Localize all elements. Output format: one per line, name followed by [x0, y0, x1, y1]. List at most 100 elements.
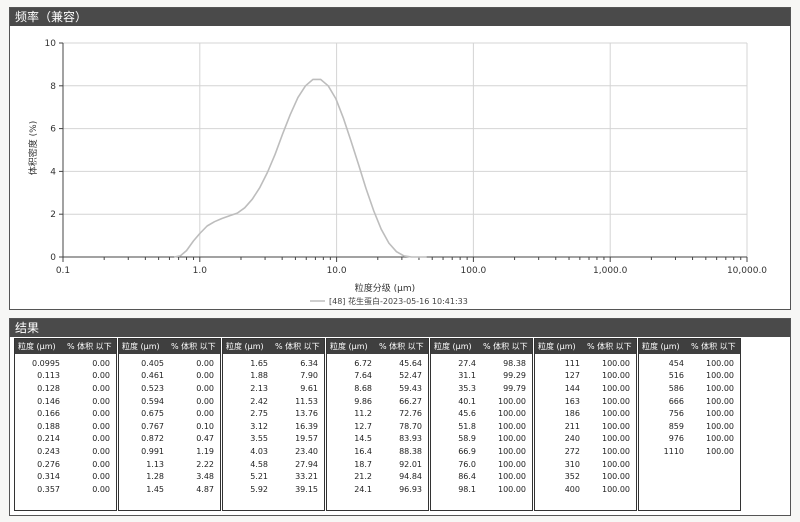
- table-row: 586 100.00: [639, 382, 740, 395]
- volume-below-value: 0.00: [196, 383, 214, 393]
- results-column: 粒度 (μm) % 体积 以下 454 100.00 516 100.00 586 100.0…: [638, 338, 741, 511]
- size-value: 0.166: [37, 409, 60, 419]
- table-row: 756 100.00: [639, 407, 740, 420]
- volume-below-header: % 体积 以下: [275, 342, 320, 351]
- size-value: 0.214: [37, 434, 60, 444]
- table-row: 0.991 1.19: [119, 445, 220, 458]
- table-row: 8.68 59.43: [327, 382, 428, 395]
- size-value: 7.64: [354, 371, 372, 381]
- size-value: 352: [564, 472, 580, 482]
- size-value: 0.872: [141, 434, 164, 444]
- size-value: 0.357: [37, 484, 60, 494]
- table-row: 2.13 9.61: [223, 382, 324, 395]
- volume-below-value: 0.00: [92, 484, 110, 494]
- volume-below-value: 100.00: [602, 371, 630, 381]
- volume-below-value: 78.70: [399, 421, 422, 431]
- table-row: 2.75 13.76: [223, 407, 324, 420]
- table-row: 0.314 0.00: [15, 470, 116, 483]
- size-value: 98.1: [458, 484, 476, 494]
- x-axis-title: 粒度分级 (μm): [355, 282, 415, 294]
- volume-below-value: 3.48: [196, 472, 214, 482]
- volume-below-value: 100.00: [498, 472, 526, 482]
- size-value: 24.1: [354, 484, 372, 494]
- size-value: 976: [668, 434, 684, 444]
- size-value: 35.3: [458, 383, 476, 393]
- size-value: 516: [668, 371, 684, 381]
- table-row: 1.45 4.87: [119, 483, 220, 496]
- table-row: 51.8 100.00: [431, 420, 532, 433]
- size-header: 粒度 (μm): [538, 342, 576, 351]
- volume-below-value: 0.00: [92, 421, 110, 431]
- table-row: 0.357 0.00: [15, 483, 116, 496]
- size-value: 859: [668, 421, 684, 431]
- table-row: 3.12 16.39: [223, 420, 324, 433]
- volume-below-value: 100.00: [602, 396, 630, 406]
- size-value: 240: [564, 434, 580, 444]
- volume-below-value: 0.00: [196, 396, 214, 406]
- size-value: 3.12: [250, 421, 268, 431]
- size-value: 12.7: [354, 421, 372, 431]
- results-column-header: 粒度 (μm) % 体积 以下: [535, 339, 636, 354]
- volume-below-value: 0.00: [196, 371, 214, 381]
- table-row: 0.128 0.00: [15, 382, 116, 395]
- results-column: 粒度 (μm) % 体积 以下 27.4 98.38 31.1 99.29 35.3 99.7…: [430, 338, 533, 511]
- table-row: 163 100.00: [535, 395, 636, 408]
- x-tick-label: 0.1: [56, 266, 70, 276]
- table-row: 0.675 0.00: [119, 407, 220, 420]
- y-tick-label: 6: [50, 125, 56, 135]
- table-row: 0.405 0.00: [119, 357, 220, 370]
- size-value: 0.594: [141, 396, 164, 406]
- table-row: 21.2 94.84: [327, 470, 428, 483]
- volume-below-value: 45.64: [399, 358, 422, 368]
- size-value: 6.72: [354, 358, 372, 368]
- table-row: 186 100.00: [535, 407, 636, 420]
- size-value: 5.21: [250, 472, 268, 482]
- table-row: 1110 100.00: [639, 445, 740, 458]
- size-value: 2.13: [250, 383, 268, 393]
- size-value: 111: [564, 358, 580, 368]
- results-column: 粒度 (μm)% 体积 以下 1.65 6.34 1.88 7.90 2.13 9.61 2.…: [222, 338, 325, 511]
- volume-below-value: 88.38: [399, 446, 422, 456]
- size-value: 66.9: [458, 446, 476, 456]
- volume-below-value: 100.00: [498, 421, 526, 431]
- table-row: 0.461 0.00: [119, 370, 220, 383]
- table-row: 1.13 2.22: [119, 458, 220, 471]
- volume-below-value: 94.84: [399, 472, 422, 482]
- volume-below-value: 100.00: [706, 409, 734, 419]
- volume-below-value: 100.00: [602, 383, 630, 393]
- size-header: 粒度 (μm): [226, 342, 264, 351]
- table-row: 454 100.00: [639, 357, 740, 370]
- volume-below-value: 100.00: [602, 421, 630, 431]
- volume-below-value: 52.47: [399, 371, 422, 381]
- table-row: 1.28 3.48: [119, 470, 220, 483]
- volume-below-value: 99.79: [503, 383, 526, 393]
- y-tick-label: 0: [50, 253, 56, 263]
- volume-below-value: 100.00: [706, 358, 734, 368]
- results-column-header: 粒度 (μm) % 体积 以下: [327, 339, 428, 354]
- table-row: 0.214 0.00: [15, 433, 116, 446]
- size-value: 21.2: [354, 472, 372, 482]
- volume-below-value: 0.00: [92, 472, 110, 482]
- table-row: 76.0 100.00: [431, 458, 532, 471]
- size-value: 400: [564, 484, 580, 494]
- results-column-header: 粒度 (μm) % 体积 以下: [119, 339, 220, 354]
- size-value: 9.86: [354, 396, 372, 406]
- volume-below-value: 100.00: [498, 459, 526, 469]
- size-value: 0.675: [141, 409, 164, 419]
- volume-below-value: 92.01: [399, 459, 422, 469]
- table-row: 144 100.00: [535, 382, 636, 395]
- size-value: 76.0: [458, 459, 476, 469]
- results-column: 粒度 (μm) % 体积 以下 6.72 45.64 7.64 52.47 8.68 59.4…: [326, 338, 429, 511]
- volume-below-value: 0.00: [92, 371, 110, 381]
- size-value: 11.2: [354, 409, 372, 419]
- legend-label: [48] 花生蛋白-2023-05-16 10:41:33: [329, 296, 468, 306]
- table-row: 14.5 83.93: [327, 433, 428, 446]
- table-row: 40.1 100.00: [431, 395, 532, 408]
- table-row: 31.1 99.29: [431, 370, 532, 383]
- x-tick-label: 10,000.0: [727, 266, 767, 276]
- size-value: 5.92: [250, 484, 268, 494]
- size-value: 1.28: [146, 472, 164, 482]
- table-row: 5.92 39.15: [223, 483, 324, 496]
- table-row: 98.1 100.00: [431, 483, 532, 496]
- table-row: 211 100.00: [535, 420, 636, 433]
